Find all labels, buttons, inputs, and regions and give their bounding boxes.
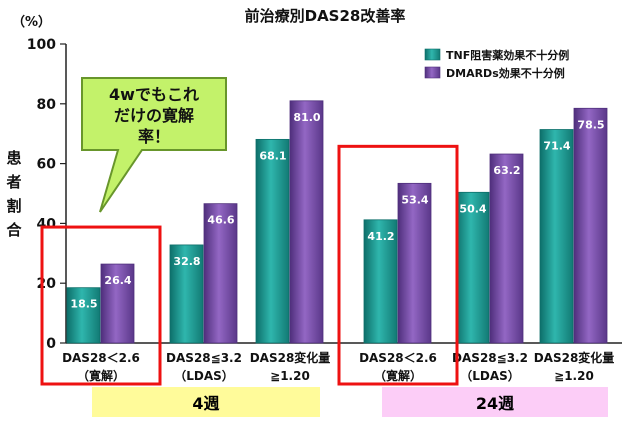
bar-dmard: [489, 153, 524, 344]
highlight-box: [337, 144, 459, 386]
bar-value-label: 41.2: [367, 230, 394, 243]
category-label: （LDAS）: [174, 368, 234, 383]
legend-label-dmard: DMARDs効果不十分例: [446, 66, 565, 80]
bar-value-label: 32.8: [173, 255, 200, 268]
data-labels: 18.5 32.8 68.1 41.2 50.4 71.4 26.4 46.6 81.0 53.4…: [70, 111, 604, 311]
y-axis-label: 患者割合: [6, 149, 22, 239]
bar-dmard: [289, 100, 324, 344]
y-tick-label: 0: [46, 336, 56, 352]
callout-line-3: 率！: [138, 127, 170, 146]
bar-tnf: [363, 219, 398, 344]
highlight-box: [40, 225, 162, 386]
bar-tnf: [66, 287, 101, 344]
callout-shape: [81, 77, 227, 213]
period-label-24w: 24週: [382, 387, 608, 417]
y-tick-label: 60: [37, 157, 57, 173]
chart-title: 前治療別DAS28改善率: [245, 7, 406, 25]
bar-value-label: 63.2: [493, 164, 520, 177]
period-label-4w: 4週: [92, 387, 320, 417]
y-tick-label: 80: [37, 97, 57, 113]
category-label: DAS28変化量: [250, 350, 331, 365]
legend-swatch-tnf: [424, 48, 441, 61]
category-label: ≧1.20: [270, 369, 310, 383]
category-label: DAS28≦3.2: [452, 351, 528, 365]
bar-value-label: 46.6: [207, 214, 234, 227]
category-label: ≧1.20: [554, 369, 594, 383]
bar-dmard: [100, 263, 135, 344]
legend: TNF阻害薬効果不十分例 DMARDs効果不十分例: [424, 48, 569, 80]
category-label: DAS28≦3.2: [166, 351, 242, 365]
bar-value-label: 50.4: [459, 202, 486, 215]
y-tick-label: 40: [37, 216, 57, 232]
highlight-boxes: [40, 144, 459, 386]
category-label: DAS28＜2.6: [62, 351, 140, 365]
category-labels: DAS28＜2.6 （寛解） DAS28≦3.2 （LDAS） DAS28変化量 ≧1.2…: [62, 350, 614, 383]
category-label: （寛解）: [77, 368, 125, 383]
bar-dmard: [203, 203, 238, 344]
bar-tnf: [169, 244, 204, 344]
callout-line-2: だけの寛解: [114, 106, 194, 125]
bar-value-label: 71.4: [543, 140, 570, 153]
bar-value-label: 78.5: [577, 118, 604, 131]
bar-tnf: [455, 191, 490, 344]
category-label: （寛解）: [374, 368, 422, 383]
bar-value-label: 26.4: [104, 274, 131, 287]
legend-swatch-dmard: [424, 66, 441, 79]
bar-tnf: [539, 129, 574, 344]
category-label: （LDAS）: [460, 368, 520, 383]
y-unit-label: （%）: [12, 14, 51, 30]
bar-value-label: 18.5: [70, 298, 97, 311]
bars: [66, 100, 608, 344]
legend-label-tnf: TNF阻害薬効果不十分例: [446, 48, 569, 62]
callout-bubble: 4wでもこれ だけの寛解 率！: [81, 77, 227, 213]
bar-value-label: 53.4: [401, 193, 428, 206]
category-label: DAS28変化量: [534, 350, 615, 365]
y-tick-label: 20: [37, 276, 57, 292]
callout-line-1: 4wでもこれ: [109, 85, 199, 104]
bar-value-label: 81.0: [293, 111, 320, 124]
category-label: DAS28＜2.6: [359, 351, 437, 365]
bar-dmard: [397, 182, 432, 344]
bar-dmard: [573, 107, 608, 344]
bar-value-label: 68.1: [259, 149, 286, 162]
y-tick-label: 100: [27, 37, 56, 53]
bar-tnf: [255, 138, 290, 344]
